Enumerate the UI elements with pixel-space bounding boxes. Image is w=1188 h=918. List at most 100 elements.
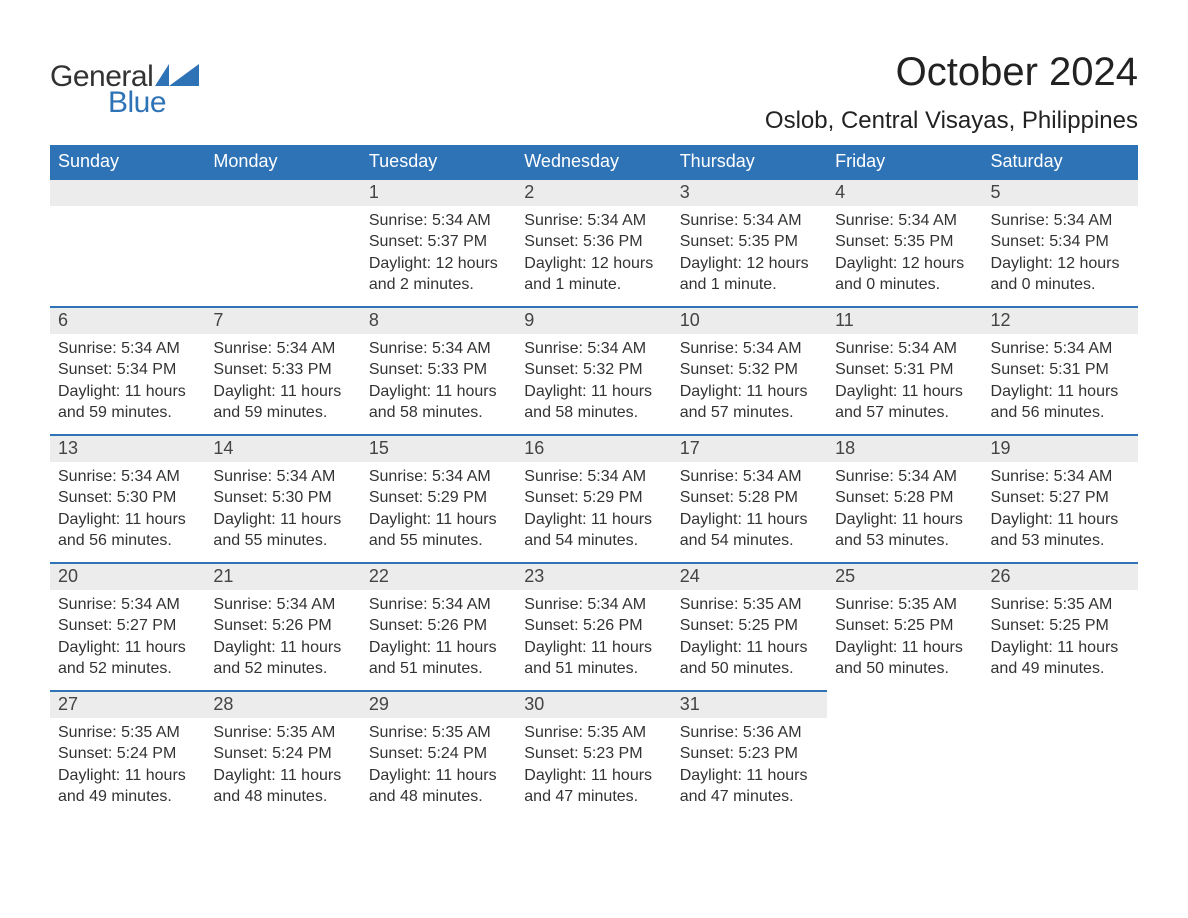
calendar-cell: 13Sunrise: 5:34 AMSunset: 5:30 PMDayligh… xyxy=(50,434,205,562)
sunrise-text: Sunrise: 5:36 AM xyxy=(680,722,819,744)
sunset-text: Sunset: 5:28 PM xyxy=(835,487,974,509)
calendar-cell: 18Sunrise: 5:34 AMSunset: 5:28 PMDayligh… xyxy=(827,434,982,562)
sunrise-text: Sunrise: 5:34 AM xyxy=(680,338,819,360)
day-data: Sunrise: 5:34 AMSunset: 5:26 PMDaylight:… xyxy=(516,590,671,688)
day-data: Sunrise: 5:34 AMSunset: 5:33 PMDaylight:… xyxy=(205,334,360,432)
location-subtitle: Oslob, Central Visayas, Philippines xyxy=(765,107,1138,135)
month-title: October 2024 xyxy=(765,50,1138,95)
weekday-header: Monday xyxy=(205,145,360,178)
daylight-text: Daylight: 11 hours and 56 minutes. xyxy=(58,509,197,552)
calendar-cell: 10 Sunrise: 5:34 AMSunset: 5:32 PMDayligh… xyxy=(672,306,827,434)
day-number: 20 xyxy=(50,562,205,590)
sunset-text: Sunset: 5:32 PM xyxy=(680,359,819,381)
day-number: 5 xyxy=(983,178,1138,206)
sunrise-text: Sunrise: 5:34 AM xyxy=(213,594,352,616)
sunrise-text: Sunrise: 5:35 AM xyxy=(991,594,1130,616)
daylight-text: Daylight: 11 hours and 51 minutes. xyxy=(524,637,663,680)
day-number: 10 xyxy=(672,306,827,334)
calendar-cell: 26 Sunrise: 5:35 AMSunset: 5:25 PMDayligh… xyxy=(983,562,1138,690)
daylight-text: Daylight: 11 hours and 48 minutes. xyxy=(213,765,352,808)
sunrise-text: Sunrise: 5:34 AM xyxy=(58,594,197,616)
day-number: 16 xyxy=(516,434,671,462)
day-number: 26 xyxy=(983,562,1138,590)
calendar-cell xyxy=(205,178,360,306)
daylight-text: Daylight: 11 hours and 59 minutes. xyxy=(58,381,197,424)
sunrise-text: Sunrise: 5:34 AM xyxy=(213,338,352,360)
calendar-cell: 19Sunrise: 5:34 AMSunset: 5:27 PMDayligh… xyxy=(983,434,1138,562)
sunrise-text: Sunrise: 5:34 AM xyxy=(991,210,1130,232)
day-data: Sunrise: 5:34 AMSunset: 5:31 PMDaylight:… xyxy=(983,334,1138,432)
sunset-text: Sunset: 5:36 PM xyxy=(524,231,663,253)
day-number: 9 xyxy=(516,306,671,334)
day-number: 27 xyxy=(50,690,205,718)
sunset-text: Sunset: 5:29 PM xyxy=(369,487,508,509)
calendar-cell: 3Sunrise: 5:34 AMSunset: 5:35 PMDaylight… xyxy=(672,178,827,306)
calendar-cell: 16Sunrise: 5:34 AMSunset: 5:29 PMDayligh… xyxy=(516,434,671,562)
calendar-week-row: 27 Sunrise: 5:35 AMSunset: 5:24 PMDayligh… xyxy=(50,690,1138,818)
sunrise-text: Sunrise: 5:34 AM xyxy=(991,338,1130,360)
day-data: Sunrise: 5:34 AMSunset: 5:30 PMDaylight:… xyxy=(50,462,205,560)
sunset-text: Sunset: 5:34 PM xyxy=(991,231,1130,253)
day-number: 13 xyxy=(50,434,205,462)
daylight-text: Daylight: 11 hours and 54 minutes. xyxy=(680,509,819,552)
day-data: Sunrise: 5:34 AMSunset: 5:35 PMDaylight:… xyxy=(827,206,982,304)
weekday-header: Thursday xyxy=(672,145,827,178)
sunset-text: Sunset: 5:32 PM xyxy=(524,359,663,381)
weekday-header: Saturday xyxy=(983,145,1138,178)
day-number: 15 xyxy=(361,434,516,462)
day-data: Sunrise: 5:34 AMSunset: 5:37 PMDaylight:… xyxy=(361,206,516,304)
day-data: Sunrise: 5:34 AMSunset: 5:34 PMDaylight:… xyxy=(983,206,1138,304)
calendar-week-row: 20Sunrise: 5:34 AMSunset: 5:27 PMDayligh… xyxy=(50,562,1138,690)
calendar-cell: 5Sunrise: 5:34 AMSunset: 5:34 PMDaylight… xyxy=(983,178,1138,306)
sunrise-text: Sunrise: 5:34 AM xyxy=(369,466,508,488)
sunset-text: Sunset: 5:25 PM xyxy=(991,615,1130,637)
calendar-cell: 11Sunrise: 5:34 AMSunset: 5:31 PMDayligh… xyxy=(827,306,982,434)
sunset-text: Sunset: 5:23 PM xyxy=(524,743,663,765)
sunset-text: Sunset: 5:30 PM xyxy=(58,487,197,509)
sunset-text: Sunset: 5:37 PM xyxy=(369,231,508,253)
daylight-text: Daylight: 11 hours and 57 minutes. xyxy=(680,381,819,424)
sunrise-text: Sunrise: 5:34 AM xyxy=(524,466,663,488)
calendar-cell: 7Sunrise: 5:34 AMSunset: 5:33 PMDaylight… xyxy=(205,306,360,434)
sunset-text: Sunset: 5:33 PM xyxy=(369,359,508,381)
sunset-text: Sunset: 5:25 PM xyxy=(680,615,819,637)
sunset-text: Sunset: 5:33 PM xyxy=(213,359,352,381)
calendar-cell: 22Sunrise: 5:34 AMSunset: 5:26 PMDayligh… xyxy=(361,562,516,690)
sunset-text: Sunset: 5:24 PM xyxy=(213,743,352,765)
sunrise-text: Sunrise: 5:34 AM xyxy=(58,338,197,360)
day-number: 2 xyxy=(516,178,671,206)
daylight-text: Daylight: 12 hours and 0 minutes. xyxy=(991,253,1130,296)
sunrise-text: Sunrise: 5:34 AM xyxy=(213,466,352,488)
calendar-cell: 25Sunrise: 5:35 AMSunset: 5:25 PMDayligh… xyxy=(827,562,982,690)
day-data: Sunrise: 5:34 AMSunset: 5:35 PMDaylight:… xyxy=(672,206,827,304)
day-number: 7 xyxy=(205,306,360,334)
day-data: Sunrise: 5:35 AMSunset: 5:24 PMDaylight:… xyxy=(361,718,516,816)
daylight-text: Daylight: 11 hours and 52 minutes. xyxy=(58,637,197,680)
sunset-text: Sunset: 5:27 PM xyxy=(991,487,1130,509)
daylight-text: Daylight: 12 hours and 2 minutes. xyxy=(369,253,508,296)
daylight-text: Daylight: 11 hours and 50 minutes. xyxy=(680,637,819,680)
day-number: 3 xyxy=(672,178,827,206)
sunrise-text: Sunrise: 5:34 AM xyxy=(524,594,663,616)
title-block: October 2024 Oslob, Central Visayas, Phi… xyxy=(765,50,1138,135)
daylight-text: Daylight: 11 hours and 47 minutes. xyxy=(680,765,819,808)
daylight-text: Daylight: 11 hours and 58 minutes. xyxy=(524,381,663,424)
daylight-text: Daylight: 11 hours and 47 minutes. xyxy=(524,765,663,808)
sunrise-text: Sunrise: 5:34 AM xyxy=(835,338,974,360)
sunset-text: Sunset: 5:35 PM xyxy=(680,231,819,253)
weekday-header: Wednesday xyxy=(516,145,671,178)
day-data: Sunrise: 5:34 AMSunset: 5:29 PMDaylight:… xyxy=(516,462,671,560)
daylight-text: Daylight: 11 hours and 49 minutes. xyxy=(991,637,1130,680)
sunrise-text: Sunrise: 5:34 AM xyxy=(524,338,663,360)
daylight-text: Daylight: 11 hours and 49 minutes. xyxy=(58,765,197,808)
calendar-cell: 24Sunrise: 5:35 AMSunset: 5:25 PMDayligh… xyxy=(672,562,827,690)
sunrise-text: Sunrise: 5:34 AM xyxy=(835,466,974,488)
day-number: 31 xyxy=(672,690,827,718)
calendar-cell: 30Sunrise: 5:35 AMSunset: 5:23 PMDayligh… xyxy=(516,690,671,818)
sunrise-text: Sunrise: 5:35 AM xyxy=(835,594,974,616)
sunset-text: Sunset: 5:25 PM xyxy=(835,615,974,637)
day-data: Sunrise: 5:35 AMSunset: 5:23 PMDaylight:… xyxy=(516,718,671,816)
daylight-text: Daylight: 11 hours and 53 minutes. xyxy=(835,509,974,552)
calendar-cell: 31Sunrise: 5:36 AMSunset: 5:23 PMDayligh… xyxy=(672,690,827,818)
daylight-text: Daylight: 11 hours and 54 minutes. xyxy=(524,509,663,552)
